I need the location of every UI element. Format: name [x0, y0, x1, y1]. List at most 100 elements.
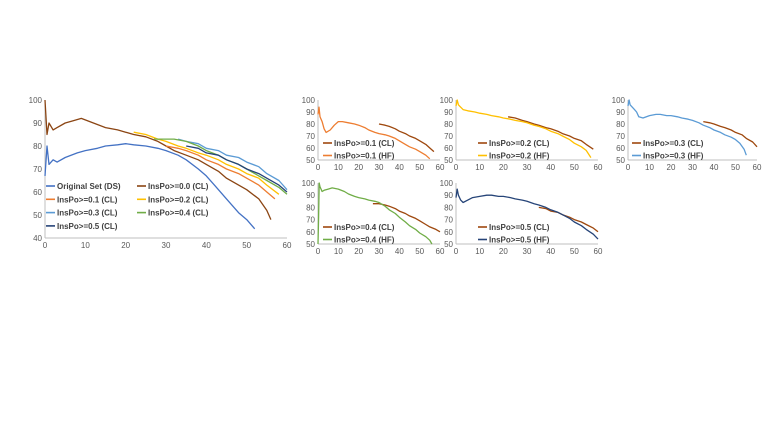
series-line-1 [538, 206, 599, 233]
series-line-2 [317, 182, 433, 245]
x-tick-label: 60 [594, 163, 603, 172]
x-tick-label: 30 [688, 163, 697, 172]
series-line-7 [186, 145, 288, 193]
y-tick-label: 60 [444, 144, 453, 153]
legend-label: InsPo>=0.2 (CL) [489, 139, 550, 148]
legend: InsPo>=0.3 (CL) InsPo>=0.3 (HF) [632, 139, 704, 161]
legend-label: InsPo>=0.5 (CL) [57, 222, 118, 231]
x-tick-label: 20 [121, 241, 130, 250]
series-line-2 [455, 188, 599, 240]
y-tick-label: 70 [444, 132, 453, 141]
x-tick-label: 40 [395, 247, 404, 256]
x-tick-label: 20 [499, 163, 508, 172]
legend-label: InsPo>=0.3 (CL) [643, 139, 704, 148]
y-tick-label: 50 [33, 211, 42, 220]
x-tick-label: 30 [523, 247, 532, 256]
y-tick-label: 60 [306, 144, 315, 153]
series-line-1 [378, 123, 435, 153]
legend-label: InsPo>=0.4 (CL) [334, 223, 395, 232]
x-tick-label: 60 [436, 247, 445, 256]
chart-panel-1: 40 50 60 70 80 90 100 0 10 20 30 40 50 60 Original Set… [29, 96, 292, 250]
x-tick-label: 40 [546, 247, 555, 256]
legend-label: InsPo>=0.1 (CL) [57, 195, 118, 204]
y-tick-label: 60 [33, 188, 42, 197]
x-tick-label: 60 [436, 163, 445, 172]
y-tick-label: 90 [444, 108, 453, 117]
x-tick-label: 20 [499, 247, 508, 256]
chart-panel-4: 50 60 70 80 90 100 0 10 20 30 40 50 60 InsPo>=0.3 (CL… [612, 96, 762, 172]
series-line-1 [44, 143, 256, 230]
legend-label: InsPo>=0.5 (CL) [489, 223, 550, 232]
x-tick-label: 10 [334, 163, 343, 172]
x-tick-label: 0 [626, 163, 631, 172]
x-tick-label: 60 [753, 163, 762, 172]
y-tick-label: 50 [616, 156, 625, 165]
y-tick-label: 90 [33, 119, 42, 128]
legend: InsPo>=0.5 (CL) InsPo>=0.5 (HF) [478, 223, 550, 245]
x-tick-label: 20 [354, 247, 363, 256]
chart-panel-3: 50 60 70 80 90 100 0 10 20 30 40 50 60 InsPo>=0.2 (CL… [440, 96, 603, 172]
x-tick-label: 0 [454, 163, 459, 172]
x-tick-label: 40 [202, 241, 211, 250]
x-tick-label: 10 [475, 163, 484, 172]
x-tick-label: 50 [570, 163, 579, 172]
y-tick-label: 90 [616, 108, 625, 117]
y-tick-label: 60 [306, 228, 315, 237]
x-tick-label: 50 [415, 247, 424, 256]
x-tick-label: 50 [242, 241, 251, 250]
chart-panel-5: 50 60 70 80 90 100 0 10 20 30 40 50 60 InsPo>=0.4 (CL… [302, 179, 445, 256]
y-tick-label: 40 [33, 234, 42, 243]
x-tick-label: 0 [316, 163, 321, 172]
series-line-1 [372, 203, 441, 233]
y-tick-label: 70 [444, 216, 453, 225]
x-tick-label: 40 [395, 163, 404, 172]
chart-panel-2: 50 60 70 80 90 100 0 10 20 30 40 50 60 InsPo>=0.1 (CL… [302, 96, 445, 172]
y-tick-label: 60 [444, 228, 453, 237]
y-tick-label: 100 [440, 179, 454, 188]
y-tick-label: 80 [306, 120, 315, 129]
x-tick-label: 20 [667, 163, 676, 172]
x-tick-label: 50 [731, 163, 740, 172]
legend-label: InsPo>=0.3 (CL) [57, 209, 118, 218]
legend: InsPo>=0.4 (CL) InsPo>=0.4 (HF) [323, 223, 395, 245]
series-line-1 [703, 120, 758, 148]
y-tick-label: 90 [306, 108, 315, 117]
x-tick-label: 30 [375, 163, 384, 172]
series-line-2 [317, 106, 431, 160]
series-line-5 [177, 138, 288, 191]
legend-label: InsPo>=0.0 (CL) [148, 182, 209, 191]
y-tick-label: 80 [33, 142, 42, 151]
x-tick-label: 10 [81, 241, 90, 250]
series-line-4 [133, 131, 280, 195]
x-tick-label: 30 [375, 247, 384, 256]
series-line-1 [507, 116, 594, 150]
x-tick-label: 0 [454, 247, 459, 256]
legend-label: InsPo>=0.1 (CL) [334, 139, 395, 148]
y-tick-label: 60 [616, 144, 625, 153]
series-line-2 [44, 99, 272, 220]
chart-panel-6: 50 60 70 80 90 100 0 10 20 30 40 50 60 InsPo>=0.5 (CL… [440, 179, 603, 256]
x-tick-label: 60 [594, 247, 603, 256]
y-tick-label: 100 [612, 96, 626, 105]
series-line-2 [455, 99, 592, 158]
x-tick-label: 20 [354, 163, 363, 172]
x-tick-label: 0 [43, 241, 48, 250]
x-tick-label: 0 [316, 247, 321, 256]
x-tick-label: 60 [283, 241, 292, 250]
y-tick-label: 100 [302, 179, 316, 188]
x-tick-label: 50 [415, 163, 424, 172]
x-tick-label: 30 [162, 241, 171, 250]
legend-label: InsPo>=0.4 (HF) [334, 236, 395, 245]
y-tick-label: 70 [33, 165, 42, 174]
legend: InsPo>=0.2 (CL) InsPo>=0.2 (HF) [478, 139, 550, 161]
y-tick-label: 100 [29, 96, 43, 105]
y-tick-label: 70 [306, 216, 315, 225]
legend-label: InsPo>=0.2 (CL) [148, 195, 209, 204]
x-tick-label: 10 [334, 247, 343, 256]
x-tick-label: 10 [475, 247, 484, 256]
y-tick-label: 50 [306, 240, 315, 249]
y-tick-label: 80 [444, 120, 453, 129]
legend-label: InsPo>=0.5 (HF) [489, 236, 550, 245]
series-line-3 [165, 145, 276, 200]
